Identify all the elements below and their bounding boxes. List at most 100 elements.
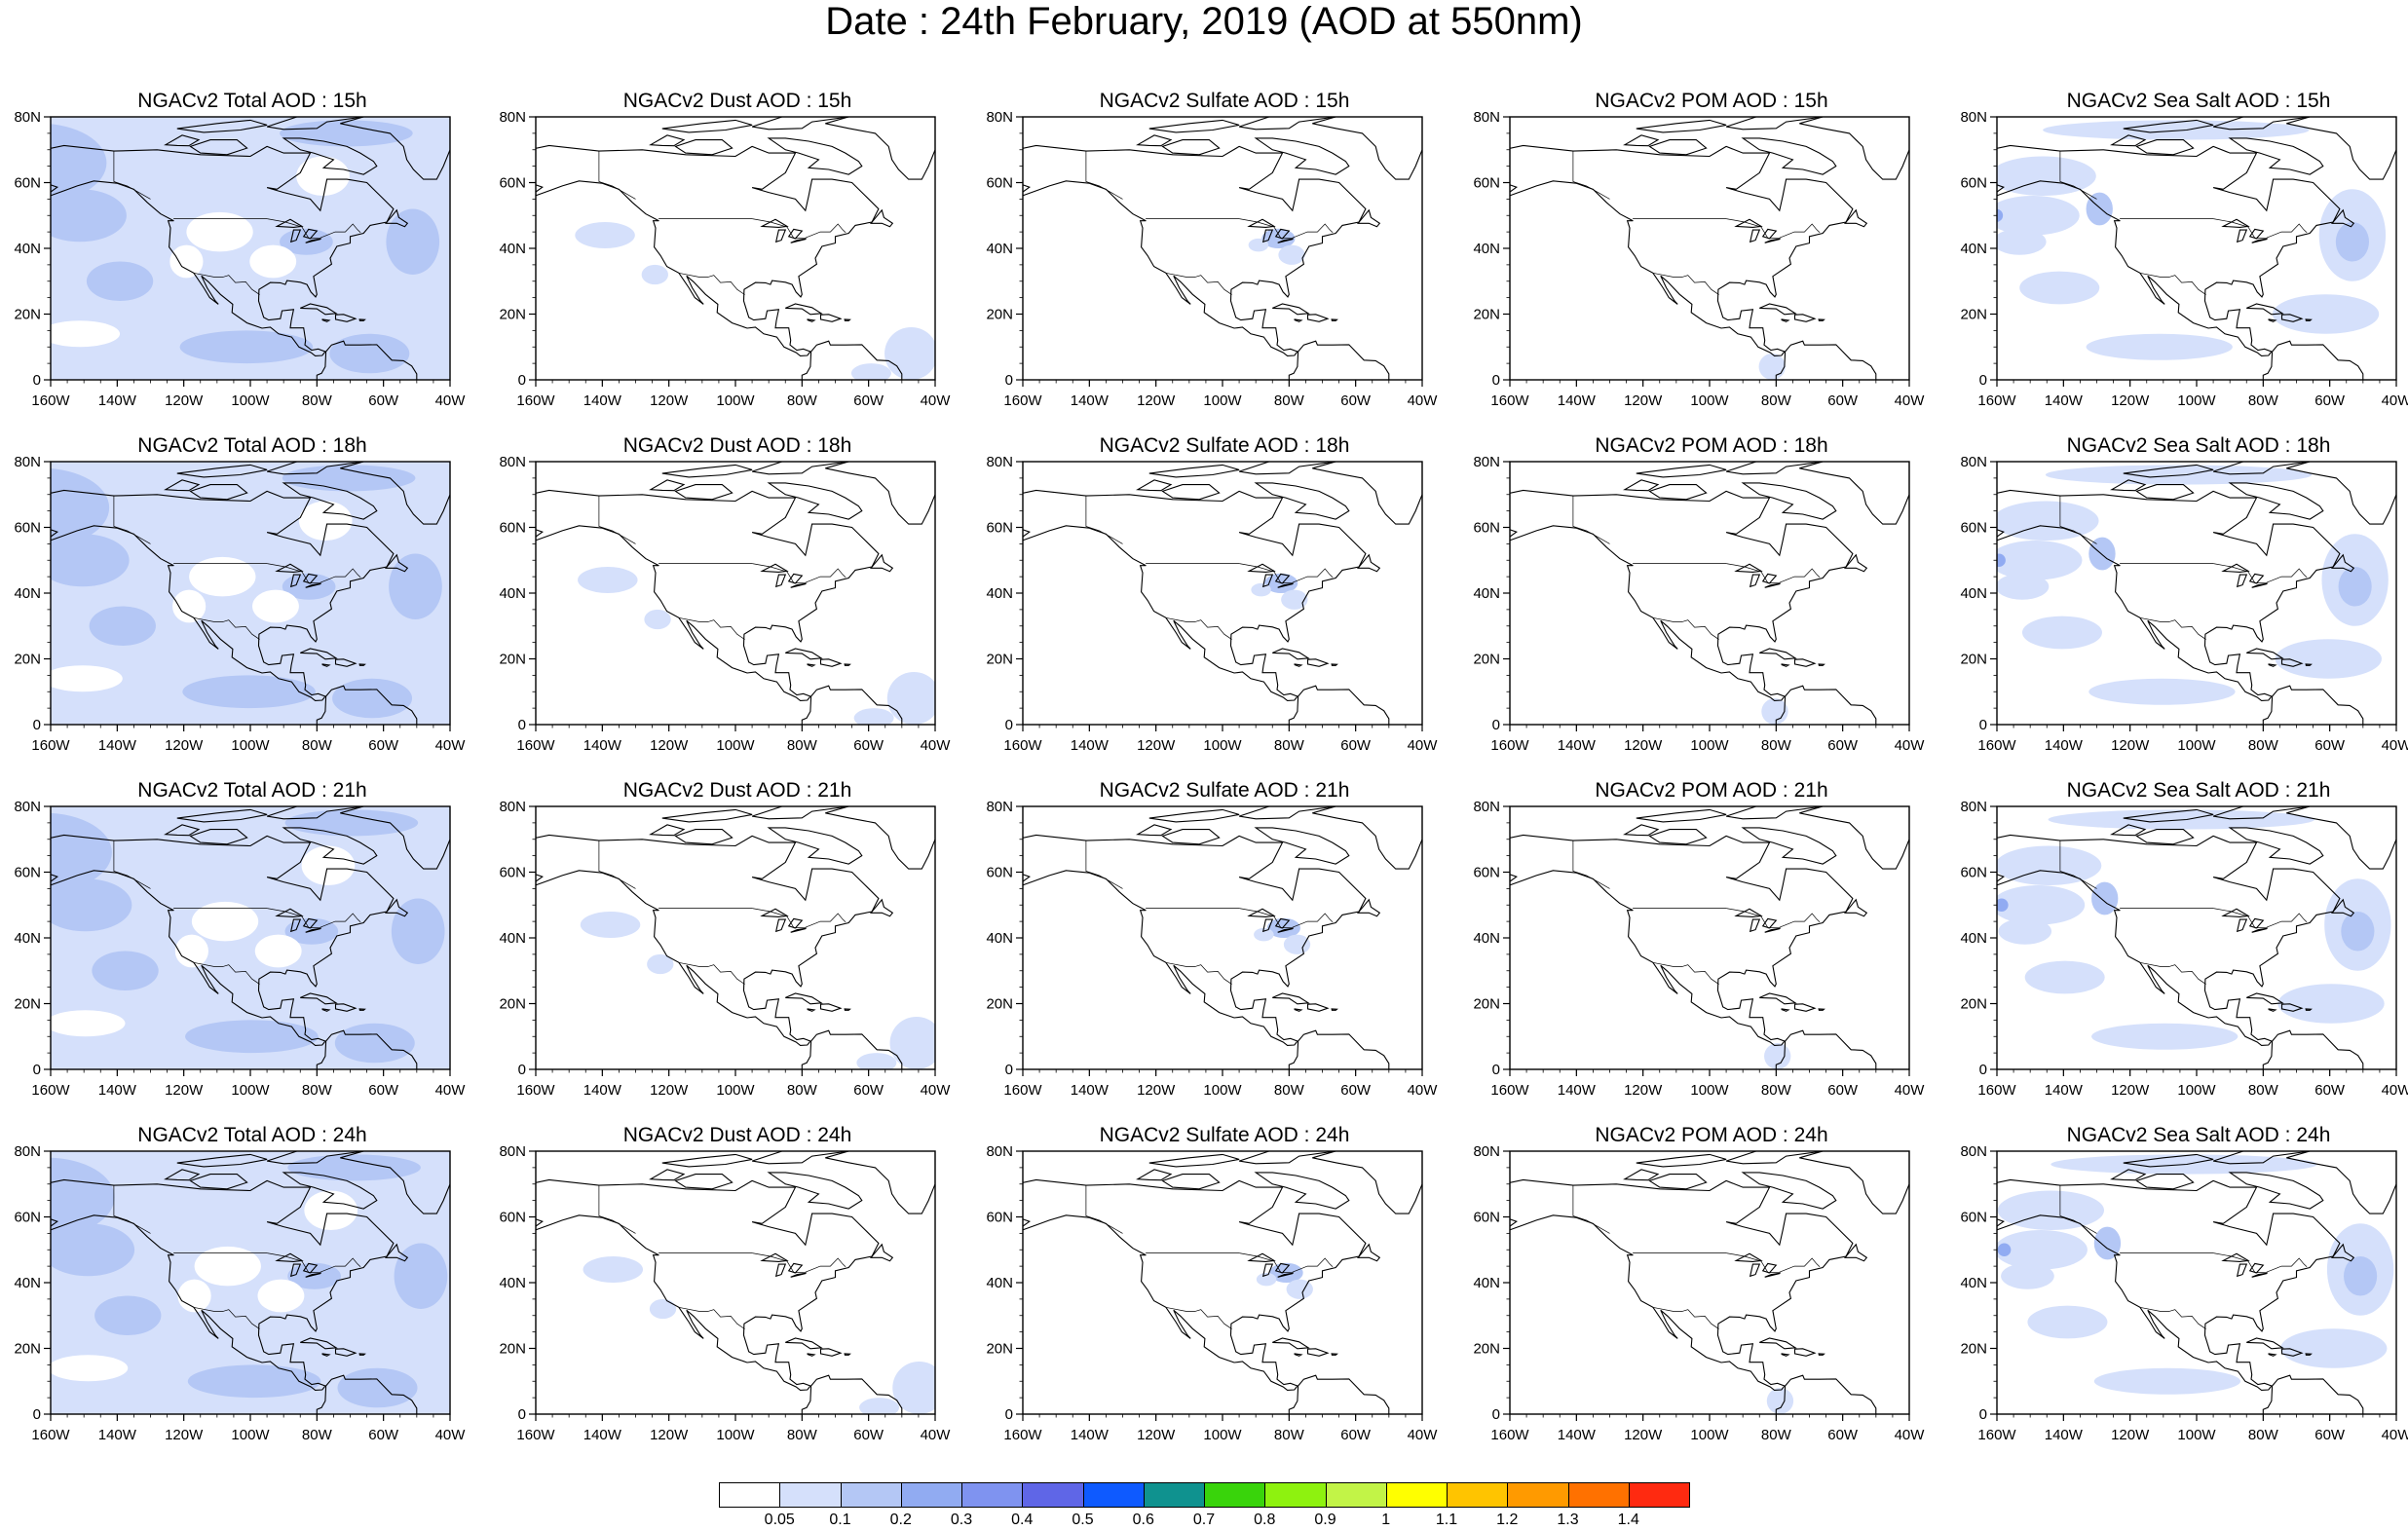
coastline: [321, 1008, 331, 1012]
lon-tick-label: 80W: [787, 1427, 818, 1443]
lake-outline: [760, 563, 789, 573]
coastline: [1818, 1353, 1825, 1356]
lake-outline: [760, 1252, 789, 1262]
coastline: [819, 1348, 843, 1357]
coastlines: [1997, 806, 2396, 1069]
lon-tick-label: 120W: [1137, 1427, 1176, 1443]
political-border: [1652, 961, 1719, 985]
coastline: [2246, 992, 2284, 1005]
lon-tick-label: 160W: [31, 737, 70, 754]
map-plot: 80N 60N 40N 20N 0 160W 140W 120W 100W 80W 60W 40W: [986, 1143, 1438, 1443]
coastline: [825, 462, 935, 525]
coastline: [536, 1178, 880, 1391]
aod-region: [304, 1190, 358, 1230]
lake-outline: [1749, 918, 1761, 933]
panel-title: NGACv2 POM AOD : 21h: [1595, 779, 1828, 802]
coastline: [1775, 340, 1877, 380]
lake-outline: [760, 908, 789, 917]
coastline: [2246, 303, 2284, 316]
coastline: [1510, 489, 1854, 701]
panel-title: NGACv2 Dust AOD : 21h: [622, 779, 852, 802]
coastline: [649, 1169, 686, 1181]
coastline: [1272, 992, 1310, 1005]
political-border: [1165, 272, 1232, 295]
lake-outline: [289, 229, 302, 243]
panel-title: NGACv2 Sulfate AOD : 18h: [1099, 434, 1350, 457]
aod-region: [1251, 582, 1271, 597]
lake-outline: [289, 1263, 302, 1278]
lake-outline: [302, 1262, 319, 1274]
lat-tick-label: 80N: [14, 109, 41, 126]
aod-region: [296, 156, 350, 196]
lake-outline: [305, 582, 322, 588]
coastline: [316, 685, 418, 725]
coastline: [282, 137, 378, 175]
lon-tick-label: 120W: [1624, 737, 1663, 754]
coastline: [1356, 898, 1381, 917]
coastline: [1288, 1029, 1390, 1069]
lake-outline: [1761, 1262, 1778, 1274]
coastline: [1781, 1353, 1790, 1357]
lon-tick-label: 140W: [2045, 392, 2084, 409]
coastline: [51, 489, 395, 701]
coastline: [1356, 553, 1381, 573]
lake-outline: [2221, 1252, 2250, 1262]
coastline: [674, 484, 734, 501]
panel-title: NGACv2 Total AOD : 24h: [137, 1124, 367, 1146]
lat-tick-label: 80N: [1473, 109, 1500, 126]
aod-region: [182, 675, 316, 709]
lake-outline: [1274, 228, 1291, 240]
colorbar-label: 0.6: [1132, 1512, 1154, 1528]
lon-tick-label: 80W: [2248, 1427, 2279, 1443]
political-border: [1165, 616, 1232, 640]
map-panel-pom-2: NGACv2 POM AOD : 18h 80N 60N 40N 20N 0 160W 140…: [1461, 432, 1925, 764]
aod-region: [1764, 1043, 1791, 1069]
coastline: [1799, 117, 1909, 180]
coastline: [1759, 1337, 1797, 1350]
lake-outline: [2251, 582, 2269, 588]
coastline: [176, 808, 268, 823]
colorbar-swatch: [1082, 1482, 1145, 1508]
lat-tick-label: 0: [1979, 372, 1987, 389]
lon-tick-label: 100W: [1203, 1082, 1242, 1099]
political-border: [1572, 151, 1610, 200]
lon-tick-label: 140W: [2045, 737, 2084, 754]
coastline: [266, 806, 364, 820]
lon-tick-label: 140W: [2045, 1082, 2084, 1099]
lon-tick-label: 80W: [1274, 737, 1305, 754]
aod-region: [86, 261, 154, 301]
lon-tick-label: 160W: [516, 392, 555, 409]
coastline: [1997, 834, 2341, 1046]
lat-tick-label: 20N: [14, 1341, 41, 1358]
lon-tick-label: 80W: [2248, 737, 2279, 754]
lon-tick-label: 80W: [2248, 392, 2279, 409]
lake-outline: [760, 218, 789, 228]
lake-outline: [305, 1272, 322, 1278]
lon-tick-label: 140W: [1558, 392, 1597, 409]
lat-tick-label: 40N: [1960, 241, 1987, 257]
lon-tick-label: 140W: [1071, 392, 1110, 409]
lat-tick-label: 40N: [1473, 930, 1500, 947]
coastline: [844, 318, 851, 321]
lake-outline: [2221, 218, 2250, 228]
aod-region: [2091, 881, 2119, 915]
lake-outline: [1247, 908, 1276, 917]
lon-tick-label: 100W: [1203, 392, 1242, 409]
lat-tick-label: 80N: [986, 1143, 1013, 1160]
aod-region: [186, 211, 253, 252]
map-plot: 80N 60N 40N 20N 0 160W 140W 120W 100W 80W 60W 40W: [14, 109, 466, 409]
coastline: [767, 827, 863, 865]
political-border: [1572, 1185, 1610, 1234]
lon-tick-label: 80W: [302, 1427, 333, 1443]
aod-region: [1281, 589, 1308, 610]
map-panel-pom-1: NGACv2 POM AOD : 15h 80N 60N 40N 20N 0 160W 140…: [1461, 88, 1925, 419]
lake-outline: [1277, 238, 1295, 243]
lat-tick-label: 40N: [1473, 585, 1500, 602]
coastline: [2228, 1172, 2324, 1210]
lat-tick-label: 20N: [1960, 652, 1987, 668]
lat-tick-label: 20N: [1960, 307, 1987, 323]
aod-region: [1997, 541, 2083, 580]
coastline: [1288, 340, 1390, 380]
aod-shading: [1766, 1388, 1794, 1414]
lat-tick-label: 40N: [1960, 1275, 1987, 1291]
